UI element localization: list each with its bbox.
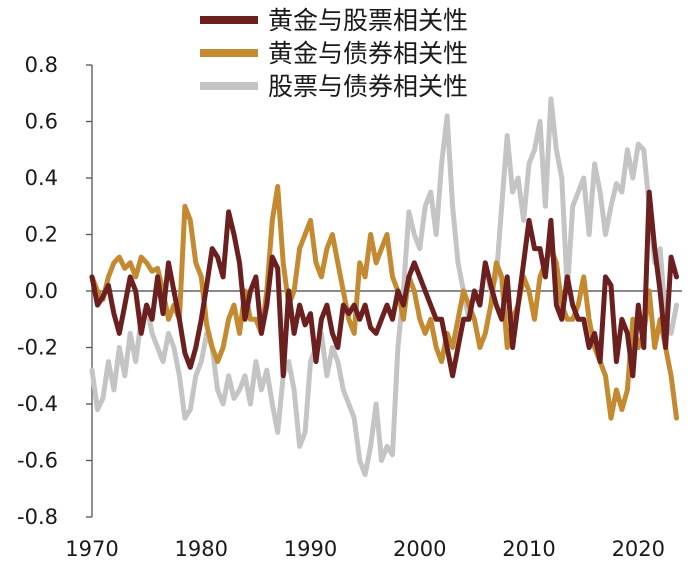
- x-tick-label: 2010: [502, 537, 555, 561]
- y-tick-label: 0.8: [25, 53, 58, 77]
- y-tick-label: -0.2: [17, 336, 58, 360]
- x-tick-label: 2000: [393, 537, 446, 561]
- y-tick-label: 0.0: [25, 279, 58, 303]
- y-tick-label: 0.2: [25, 223, 58, 247]
- series-line-0: [89, 189, 679, 379]
- series-line-1: [89, 184, 679, 421]
- legend-label-2: 股票与债券相关性: [268, 72, 468, 101]
- series-line-2: [89, 96, 679, 478]
- x-tick-label: 2020: [612, 537, 665, 561]
- y-axis-tick-labels: 0.8 0.6 0.4 0.2 0.0 -0.2 -0.4 -0.6 -0.8: [17, 53, 92, 529]
- y-tick-label: 0.6: [25, 110, 58, 134]
- x-axis-tick-labels: 1970 1980 1990 2000 2010 2020: [65, 537, 665, 561]
- x-tick-label: 1980: [175, 537, 228, 561]
- legend-label-0: 黄金与股票相关性: [268, 6, 468, 35]
- y-tick-label: -0.4: [17, 392, 58, 416]
- legend-label-1: 黄金与债券相关性: [268, 39, 468, 68]
- y-tick-label: -0.8: [17, 505, 58, 529]
- x-tick-label: 1990: [284, 537, 337, 561]
- series-lines: [89, 96, 679, 478]
- x-tick-label: 1970: [65, 537, 118, 561]
- y-tick-label: -0.6: [17, 449, 58, 473]
- y-tick-label: 0.4: [25, 166, 58, 190]
